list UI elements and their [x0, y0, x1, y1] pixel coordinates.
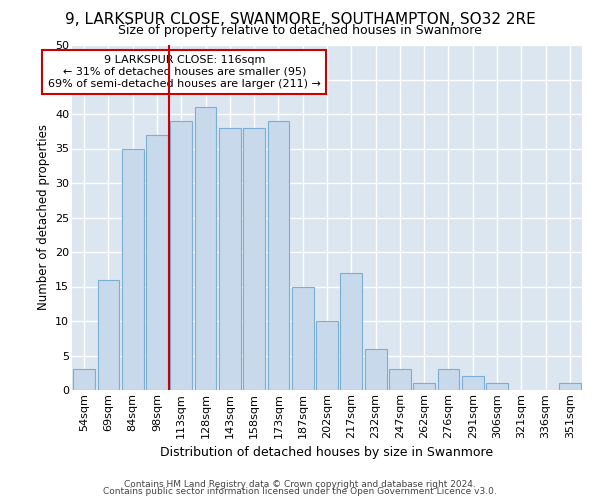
- Bar: [122, 148, 143, 390]
- Bar: [243, 128, 265, 390]
- Bar: [292, 286, 314, 390]
- Text: 9, LARKSPUR CLOSE, SWANMORE, SOUTHAMPTON, SO32 2RE: 9, LARKSPUR CLOSE, SWANMORE, SOUTHAMPTON…: [65, 12, 535, 26]
- Bar: [219, 128, 241, 390]
- Y-axis label: Number of detached properties: Number of detached properties: [37, 124, 50, 310]
- X-axis label: Distribution of detached houses by size in Swanmore: Distribution of detached houses by size …: [160, 446, 494, 459]
- Text: 9 LARKSPUR CLOSE: 116sqm
← 31% of detached houses are smaller (95)
69% of semi-d: 9 LARKSPUR CLOSE: 116sqm ← 31% of detach…: [48, 56, 320, 88]
- Text: Contains HM Land Registry data © Crown copyright and database right 2024.: Contains HM Land Registry data © Crown c…: [124, 480, 476, 489]
- Bar: [389, 370, 411, 390]
- Bar: [462, 376, 484, 390]
- Bar: [486, 383, 508, 390]
- Bar: [365, 348, 386, 390]
- Bar: [268, 121, 289, 390]
- Text: Contains public sector information licensed under the Open Government Licence v3: Contains public sector information licen…: [103, 488, 497, 496]
- Bar: [73, 370, 95, 390]
- Bar: [340, 272, 362, 390]
- Bar: [437, 370, 460, 390]
- Bar: [559, 383, 581, 390]
- Bar: [97, 280, 119, 390]
- Bar: [170, 121, 192, 390]
- Text: Size of property relative to detached houses in Swanmore: Size of property relative to detached ho…: [118, 24, 482, 37]
- Bar: [146, 134, 168, 390]
- Bar: [413, 383, 435, 390]
- Bar: [316, 321, 338, 390]
- Bar: [194, 107, 217, 390]
